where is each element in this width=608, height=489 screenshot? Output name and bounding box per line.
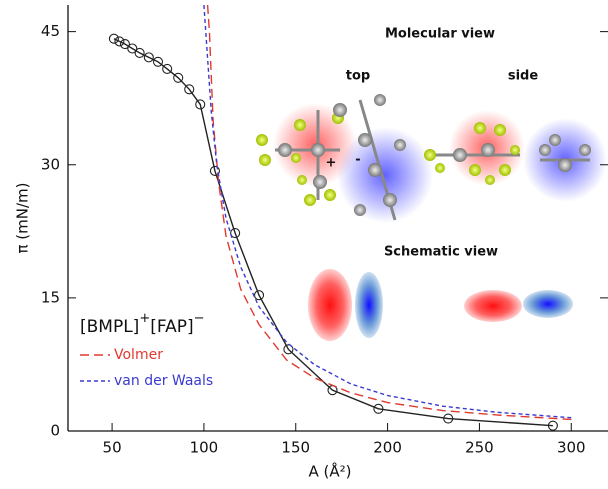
formula-part: + [139, 311, 150, 326]
formula-part: [BMPL] [80, 317, 139, 337]
x-tick-label: 150 [281, 439, 310, 457]
annotation: top [346, 69, 370, 84]
x-axis-label: A (Å²) [308, 462, 351, 481]
molecule-illustrations [256, 94, 607, 341]
legend-label: Volmer [114, 347, 163, 363]
x-tick-label: 300 [557, 439, 586, 457]
y-axis-label: π (mN/m) [14, 182, 32, 253]
x-tick-label: 250 [465, 439, 494, 457]
annotation: side [508, 69, 538, 84]
formula-part: [FAP] [150, 317, 193, 337]
y-tick-label: 15 [41, 288, 60, 306]
formula: [BMPL]+[FAP]− [80, 311, 205, 338]
formula-part: − [194, 311, 205, 326]
y-tick-label: 30 [41, 155, 60, 173]
annotation: - [355, 153, 360, 168]
y-tick-label: 0 [50, 422, 60, 440]
annotation: + [326, 156, 337, 171]
annotation: Molecular view [385, 27, 495, 42]
x-tick-label: 200 [373, 439, 402, 457]
x-tick-label: 100 [190, 439, 219, 457]
annotation: Schematic view [384, 245, 498, 260]
x-tick-label: 50 [103, 439, 122, 457]
y-tick-label: 45 [41, 22, 60, 40]
legend-label: van der Waals [114, 373, 213, 389]
chart: Molecular view top side Schematic view +… [0, 0, 608, 485]
series-line [114, 39, 553, 426]
